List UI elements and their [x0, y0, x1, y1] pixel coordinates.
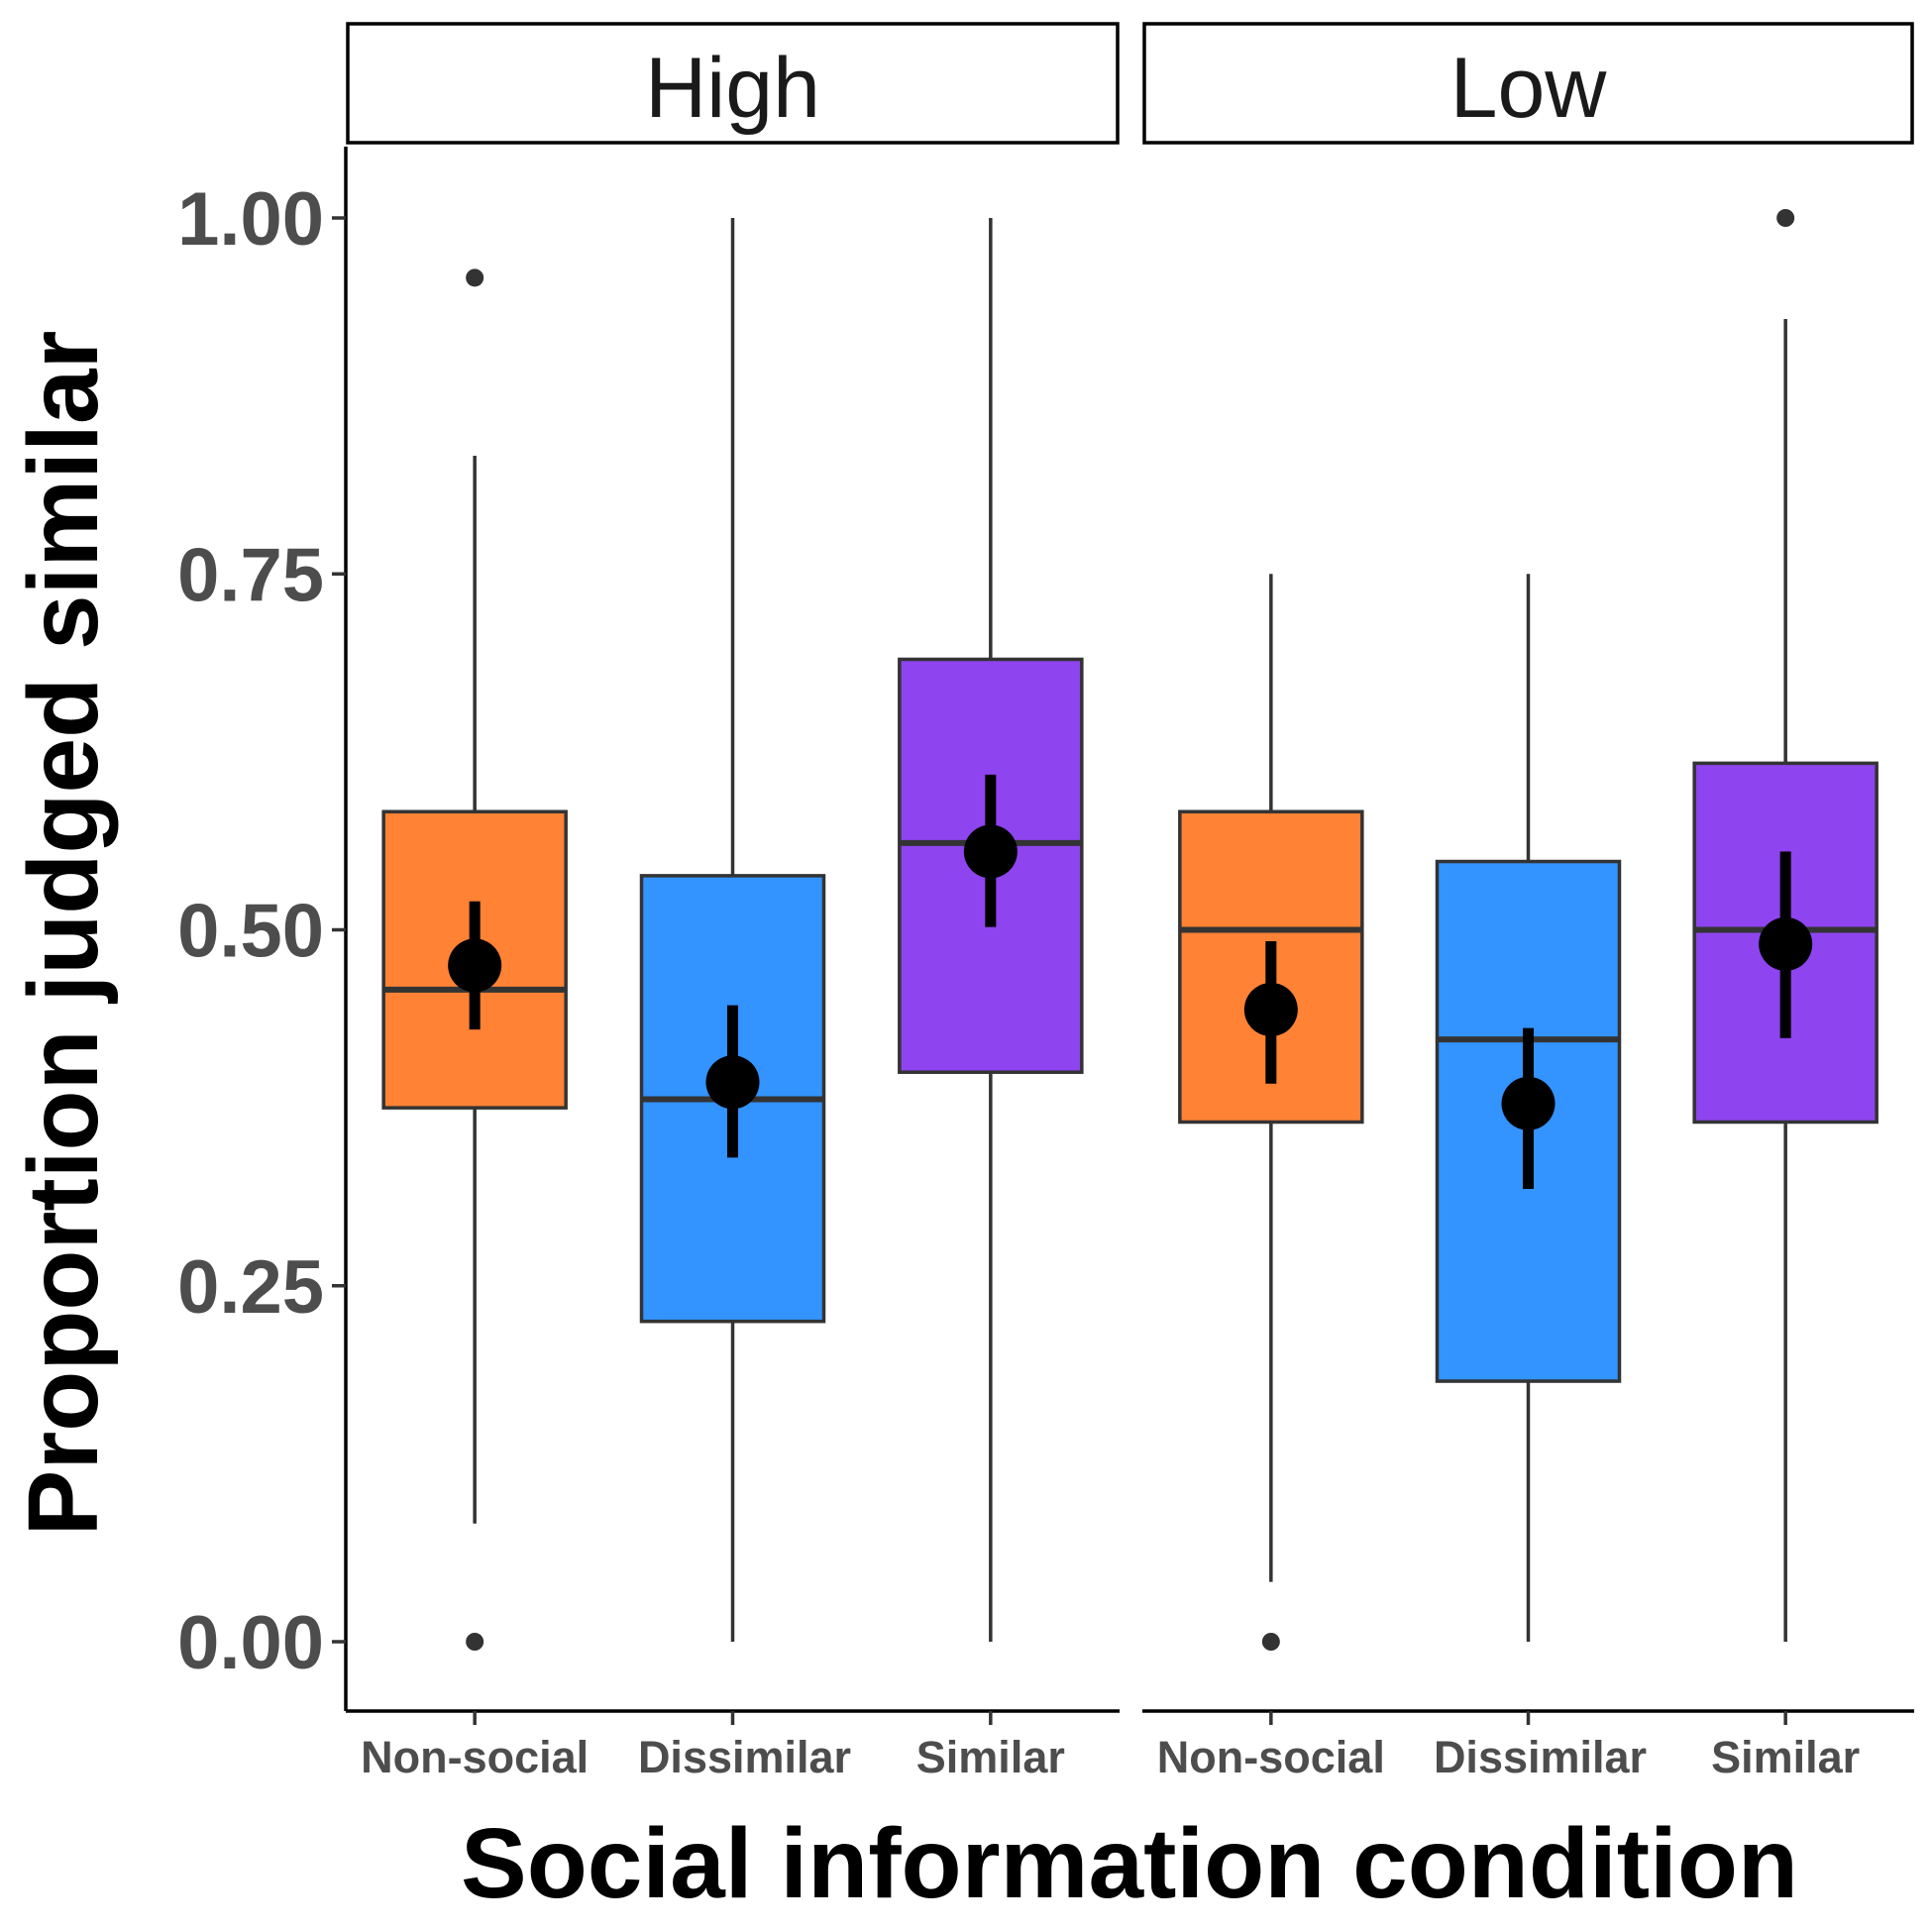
- box-dissimilar: [1435, 574, 1622, 1642]
- x-tick-label: Non-social: [361, 1732, 589, 1782]
- outlier-point: [1261, 1633, 1280, 1651]
- y-tick-label: 0.50: [177, 890, 324, 974]
- y-tick-label: 0.25: [177, 1245, 324, 1330]
- y-tick-label: 1.00: [177, 177, 324, 262]
- box-similar: [898, 218, 1084, 1642]
- x-tick-label: Similar: [1711, 1732, 1860, 1782]
- mean-point: [705, 1055, 760, 1110]
- box-dissimilar: [639, 218, 826, 1642]
- mean-point: [1759, 916, 1813, 971]
- y-axis-title: Proportion judged similar: [8, 331, 119, 1537]
- panels-layer: High Non-social Dissimilar Similar Low Non-so…: [344, 22, 1914, 1782]
- mean-point: [1501, 1076, 1556, 1130]
- mean-point: [448, 938, 502, 993]
- x-axis-title: Social information condition: [461, 1808, 1798, 1919]
- x-tick-label: Dissimilar: [638, 1732, 851, 1782]
- y-tick-label: 0.75: [177, 533, 324, 617]
- panel-low: Low Non-social Dissimilar Similar: [1142, 22, 1914, 1782]
- x-tick-label: Non-social: [1157, 1732, 1385, 1782]
- mean-point: [963, 824, 1018, 879]
- x-tick-label: Similar: [916, 1732, 1065, 1782]
- y-axis: 0.00 0.25 0.50 0.75 1.00: [177, 177, 346, 1685]
- panel-strip-label: High: [645, 41, 820, 136]
- panel-strip: [1142, 22, 1914, 145]
- panel-strip-label: Low: [1450, 41, 1608, 136]
- panel-strip: [346, 22, 1120, 145]
- box-non-social: [1178, 574, 1364, 1651]
- outlier-point: [466, 1633, 484, 1651]
- box-similar: [1692, 209, 1878, 1642]
- outlier-point: [1776, 209, 1795, 227]
- mean-point: [1243, 982, 1298, 1036]
- box-non-social: [381, 268, 568, 1651]
- y-tick-label: 0.00: [177, 1601, 324, 1685]
- panel-high: High Non-social Dissimilar Similar: [344, 22, 1120, 1782]
- x-tick-label: Dissimilar: [1434, 1732, 1647, 1782]
- outlier-point: [466, 268, 484, 287]
